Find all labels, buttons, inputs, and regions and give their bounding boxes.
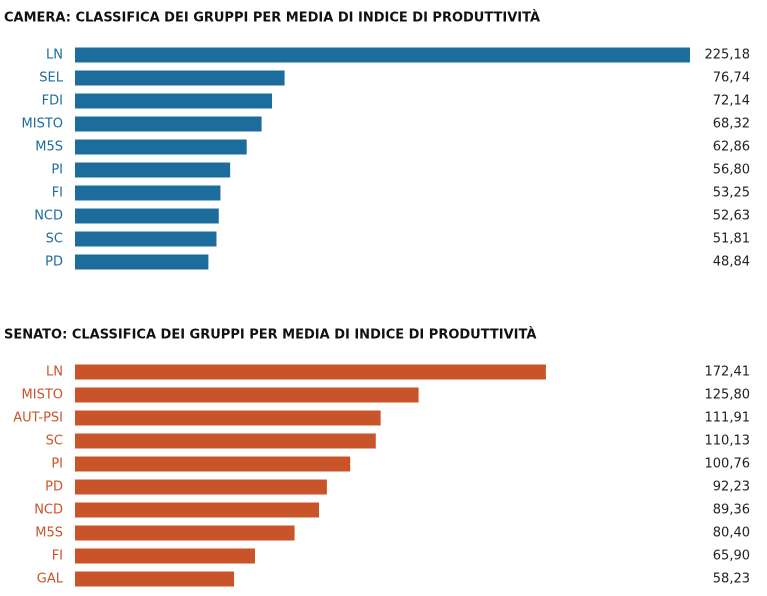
chart-title: CAMERA: CLASSIFICA DEI GRUPPI PER MEDIA … xyxy=(4,10,540,26)
category-label: LN xyxy=(46,48,63,63)
bar xyxy=(75,231,217,247)
category-label: AUT-PSI xyxy=(13,411,63,426)
category-label: FI xyxy=(52,186,63,201)
category-label: PI xyxy=(51,457,63,472)
bar xyxy=(75,93,273,109)
value-label: 111,91 xyxy=(705,411,751,426)
category-label: PI xyxy=(51,163,63,178)
category-label: FI xyxy=(52,549,63,564)
category-label: NCD xyxy=(34,503,63,518)
chart-title: SENATO: CLASSIFICA DEI GRUPPI PER MEDIA … xyxy=(4,327,536,343)
bar xyxy=(75,410,381,426)
value-label: 100,76 xyxy=(705,457,751,472)
value-label: 62,86 xyxy=(713,140,750,155)
bar xyxy=(75,525,295,541)
category-label: FDI xyxy=(42,94,63,109)
bar xyxy=(75,364,546,380)
bar xyxy=(75,70,285,86)
value-label: 72,14 xyxy=(713,94,750,109)
category-label: SC xyxy=(46,434,63,449)
category-label: MISTO xyxy=(22,388,63,403)
value-label: 51,81 xyxy=(713,232,750,247)
value-label: 76,74 xyxy=(713,71,750,86)
value-label: 125,80 xyxy=(705,388,751,403)
category-label: LN xyxy=(46,365,63,380)
category-label: M5S xyxy=(35,526,63,541)
bar xyxy=(75,47,690,63)
value-label: 110,13 xyxy=(705,434,751,449)
bar xyxy=(75,548,255,564)
bar xyxy=(75,456,351,472)
value-label: 68,32 xyxy=(713,117,750,132)
bar xyxy=(75,387,419,403)
bar xyxy=(75,254,209,270)
category-label: M5S xyxy=(35,140,63,155)
value-label: 53,25 xyxy=(713,186,750,201)
value-label: 80,40 xyxy=(713,526,750,541)
bar xyxy=(75,116,262,132)
category-label: SC xyxy=(46,232,63,247)
value-label: 65,90 xyxy=(713,549,750,564)
value-label: 56,80 xyxy=(713,163,750,178)
bar xyxy=(75,162,231,178)
category-label: MISTO xyxy=(22,117,63,132)
value-label: 48,84 xyxy=(713,255,750,270)
value-label: 92,23 xyxy=(713,480,750,495)
bar xyxy=(75,139,247,155)
value-label: 225,18 xyxy=(705,48,751,63)
bar xyxy=(75,571,235,587)
bar xyxy=(75,208,219,224)
value-label: 172,41 xyxy=(705,365,751,380)
category-label: PD xyxy=(45,255,63,270)
value-label: 89,36 xyxy=(713,503,750,518)
bar xyxy=(75,502,320,518)
category-label: NCD xyxy=(34,209,63,224)
bar xyxy=(75,433,376,449)
value-label: 52,63 xyxy=(713,209,750,224)
category-label: PD xyxy=(45,480,63,495)
bar xyxy=(75,479,327,495)
bar xyxy=(75,185,221,201)
value-label: 58,23 xyxy=(713,572,750,587)
category-label: SEL xyxy=(39,71,63,86)
category-label: GAL xyxy=(37,572,64,587)
